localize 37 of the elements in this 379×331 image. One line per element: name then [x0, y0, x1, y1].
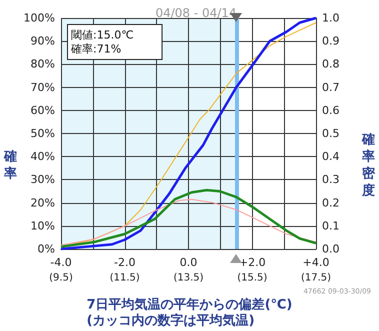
y2-tick-label: 0.8	[322, 58, 340, 71]
x2-tick-label: (13.5)	[173, 272, 204, 284]
x2-tick-label: (17.5)	[300, 272, 332, 284]
y-tick-label: 50%	[30, 127, 55, 140]
y2-tick-label: 0.9	[322, 34, 340, 48]
line-series	[60, 198, 316, 246]
y2-tick-label: 0.4	[322, 150, 340, 164]
y-tick-label: 20%	[30, 196, 55, 210]
y2-tick-label: 0.7	[322, 80, 340, 94]
x-axis-title: 7日平均気温の平年からの偏差(℃) (カッコ内の数字は平均気温)	[86, 298, 292, 328]
y2-tick-label: 0.3	[322, 173, 340, 186]
y-tick-label: 60%	[30, 104, 55, 117]
x-tick-label: -4.0	[50, 256, 72, 269]
x2-tick-label: (9.5)	[49, 272, 73, 284]
y2-tick-label: 0.6	[322, 104, 340, 117]
y-tick-label: 10%	[30, 219, 55, 232]
y-tick-label: 90%	[30, 34, 55, 48]
x-tick-label: 0.0	[180, 256, 198, 269]
y2-tick-label: 0.1	[322, 219, 340, 232]
x-tick-label: +4.0	[302, 256, 330, 269]
y2-tick-label: 1.0	[322, 12, 340, 24]
x-tick-label: +2.0	[238, 256, 266, 269]
y2-axis-title: 確率密度	[361, 132, 376, 198]
annotation: 閾値:15.0℃ 確率:71%	[70, 28, 134, 56]
y-tick-label: 100%	[24, 12, 55, 24]
x2-tick-label: (15.5)	[237, 272, 268, 284]
y2-tick-label: 0.0	[322, 242, 340, 256]
x2-tick-label: (11.5)	[110, 272, 140, 284]
y-tick-label: 80%	[30, 58, 55, 71]
y2-tick-label: 0.2	[322, 196, 340, 210]
y-tick-label: 40%	[30, 150, 55, 164]
y-tick-label: 70%	[30, 80, 55, 94]
y-tick-label: 0%	[38, 242, 55, 256]
y-tick-label: 30%	[30, 173, 55, 186]
y2-tick-label: 0.5	[322, 127, 340, 140]
y-axis-title: 確率	[3, 150, 17, 182]
x-tick-label: -2.0	[114, 256, 136, 269]
